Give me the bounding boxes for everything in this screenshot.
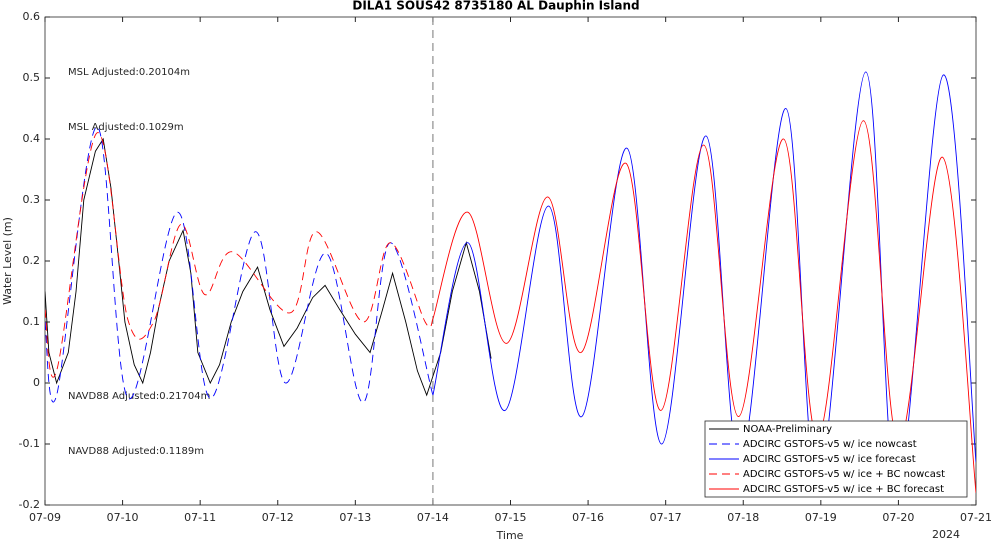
x-tick-label: 07-10	[107, 511, 139, 524]
y-axis-label: Water Level (m)	[1, 217, 14, 305]
series-line	[45, 137, 492, 397]
annotation: NAVD88 Adjusted:0.1189m	[68, 446, 204, 457]
x-tick-label: 07-17	[650, 511, 682, 524]
x-tick-label: 07-13	[339, 511, 371, 524]
legend-label: ADCIRC GSTOFS-v5 w/ ice forecast	[743, 454, 916, 465]
annotation: MSL Adjusted:0.1029m	[68, 122, 184, 133]
y-tick-label: 0.2	[23, 254, 41, 267]
x-tick-label: 07-18	[727, 511, 759, 524]
x-tick-label: 07-20	[882, 511, 914, 524]
x-tick-label: 07-12	[262, 511, 294, 524]
x-tick-label: 07-11	[184, 511, 216, 524]
y-tick-label: 0	[33, 376, 40, 389]
legend-label: ADCIRC GSTOFS-v5 w/ ice + BC forecast	[743, 484, 944, 495]
legend-label: NOAA-Preliminary	[743, 424, 832, 435]
y-tick-label: 0.5	[23, 71, 41, 84]
x-year-label: 2024	[932, 528, 960, 541]
y-tick-label: 0.1	[23, 315, 41, 328]
series-line	[45, 126, 434, 403]
x-tick-label: 07-09	[29, 511, 61, 524]
y-tick-label: 0.3	[23, 193, 41, 206]
legend-label: ADCIRC GSTOFS-v5 w/ ice + BC nowcast	[743, 469, 945, 480]
x-axis-label: Time	[496, 529, 524, 541]
x-tick-label: 07-19	[805, 511, 837, 524]
y-tick-label: 0.4	[23, 132, 41, 145]
x-tick-label: 07-14	[417, 511, 449, 524]
x-tick-label: 07-16	[572, 511, 604, 524]
legend-box	[704, 420, 968, 498]
series-line	[45, 132, 434, 378]
y-tick-label: -0.1	[19, 437, 40, 450]
annotation: MSL Adjusted:0.20104m	[68, 67, 190, 78]
legend-label: ADCIRC GSTOFS-v5 w/ ice nowcast	[743, 439, 917, 450]
x-tick-label: 07-15	[495, 511, 527, 524]
chart-title: DILA1 SOUS42 8735180 AL Dauphin Island	[352, 0, 639, 13]
y-tick-label: -0.2	[19, 498, 40, 511]
annotation: NAVD88 Adjusted:0.21704m	[68, 391, 210, 402]
y-tick-label: 0.6	[23, 10, 41, 23]
x-tick-label: 07-21	[960, 511, 992, 524]
